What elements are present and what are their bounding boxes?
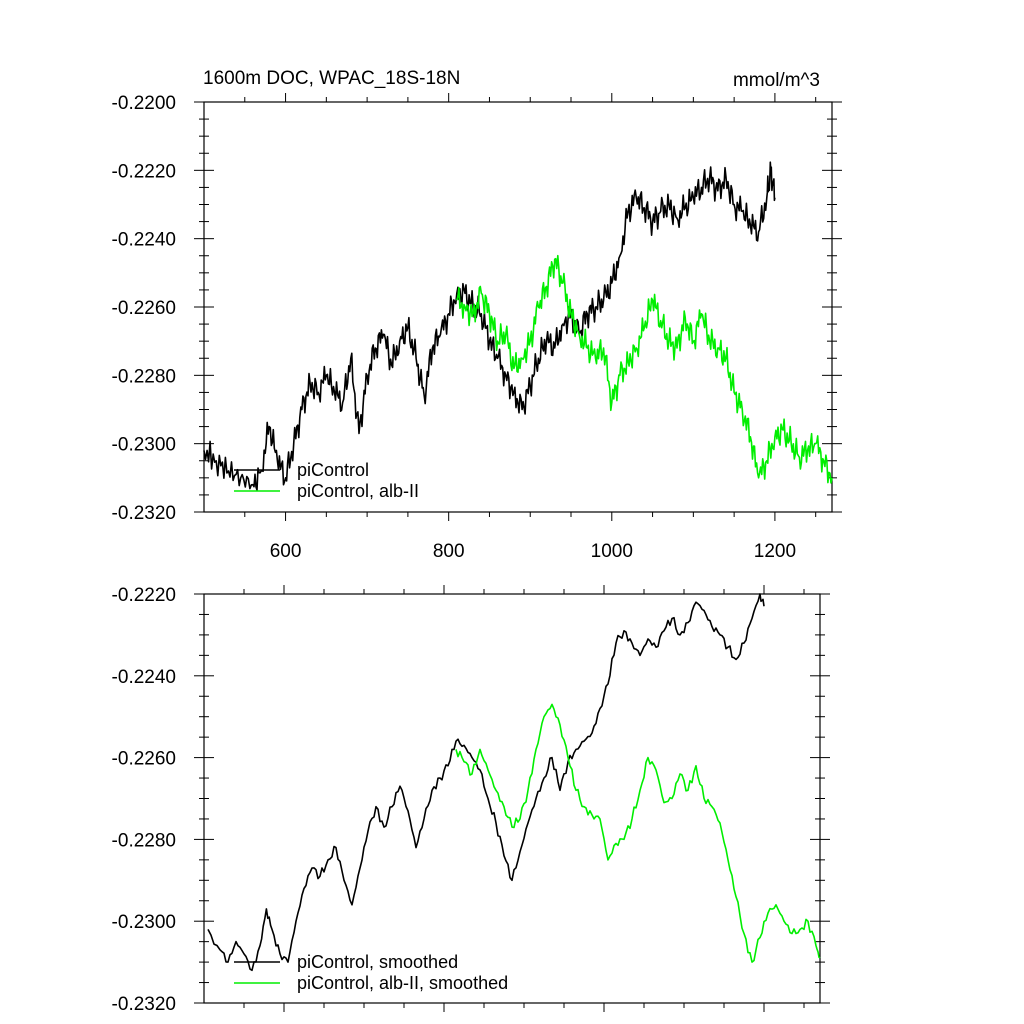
x-tick-label: 1200 [754, 541, 796, 562]
series-line [203, 161, 776, 491]
series-line [456, 254, 833, 484]
y-tick-label: -0.2320 [112, 503, 176, 524]
series-line [455, 703, 821, 963]
y-tick-label: -0.2320 [112, 994, 176, 1015]
legend-label: piControl, smoothed [297, 952, 458, 972]
units-label: mmol/m^3 [733, 70, 820, 91]
top-panel: -0.2320 -0.2300 -0.2280 -0.2260 -0.2240 -0.22… [112, 93, 842, 562]
x-tick-label: 1000 [591, 541, 633, 562]
y-tick-label: -0.2260 [112, 298, 176, 319]
y-tick-label: -0.2260 [112, 749, 176, 770]
y-tick-label: -0.2220 [112, 585, 176, 606]
legend-label: piControl, alb-II [297, 481, 419, 501]
bottom-panel: -0.2320 -0.2300 -0.2280 -0.2260 -0.2240 -0.22… [112, 585, 830, 1015]
plot-frame [203, 593, 821, 1004]
plot-frame [203, 101, 833, 513]
series-line [207, 593, 765, 972]
y-tick-label: -0.2200 [112, 93, 176, 114]
y-tick-label: -0.2280 [112, 830, 176, 851]
legend-label: piControl [297, 460, 369, 480]
y-tick-label: -0.2300 [112, 435, 176, 456]
y-tick-label: -0.2220 [112, 161, 176, 182]
legend-label: piControl, alb-II, smoothed [297, 973, 508, 993]
y-tick-label: -0.2280 [112, 366, 176, 387]
y-tick-label: -0.2300 [112, 912, 176, 933]
y-tick-label: -0.2240 [112, 667, 176, 688]
chart-title: 1600m DOC, WPAC_18S-18N [203, 68, 460, 89]
y-tick-label: -0.2240 [112, 230, 176, 251]
x-tick-label: 800 [433, 541, 465, 562]
x-tick-label: 600 [270, 541, 302, 562]
